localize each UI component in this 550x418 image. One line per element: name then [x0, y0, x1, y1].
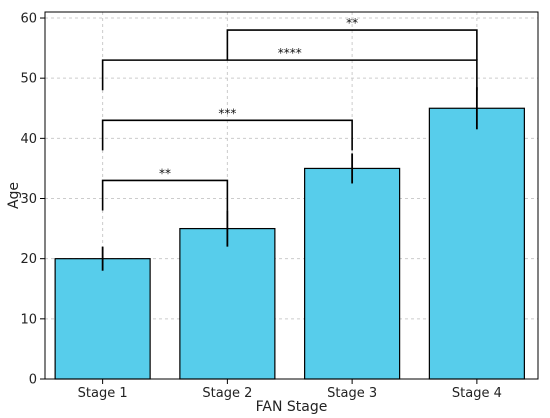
significance-brackets: ***********: [101, 16, 478, 211]
bar-1: [54, 258, 151, 380]
bar-2: [179, 227, 276, 380]
y-tick-label: 60: [20, 12, 37, 27]
significance-label: ****: [278, 46, 302, 60]
significance-bracket: [101, 119, 353, 151]
significance-bracket: [226, 29, 478, 61]
x-tick-label: Stage 1: [78, 386, 128, 401]
y-tick-label: 20: [20, 252, 37, 267]
y-axis-label: Age: [6, 182, 22, 209]
y-tick-label: 10: [20, 312, 37, 327]
bar-3: [304, 167, 401, 380]
significance-label: ***: [218, 106, 236, 120]
x-axis-label: FAN Stage: [256, 399, 328, 415]
y-tick-label: 40: [20, 132, 37, 147]
x-axis-ticks: Stage 1 Stage 2 Stage 3 Stage 4: [78, 379, 502, 401]
y-tick-label: 30: [20, 192, 37, 207]
significance-label: **: [346, 16, 358, 30]
y-tick-label: 50: [20, 72, 37, 87]
x-tick-label: Stage 3: [327, 386, 377, 401]
x-tick-label: Stage 2: [202, 386, 252, 401]
bar-4: [428, 107, 525, 380]
significance-bracket: [101, 179, 229, 211]
error-bars: [101, 87, 478, 271]
plot-frame: [44, 11, 539, 380]
x-tick-label: Stage 4: [452, 386, 502, 401]
significance-bracket: [101, 59, 478, 91]
bars: [54, 107, 525, 380]
y-tick-label: 0: [29, 373, 37, 388]
y-axis-ticks: 0 10 20 30 40 50 60: [20, 12, 45, 388]
significance-label: **: [159, 166, 171, 180]
